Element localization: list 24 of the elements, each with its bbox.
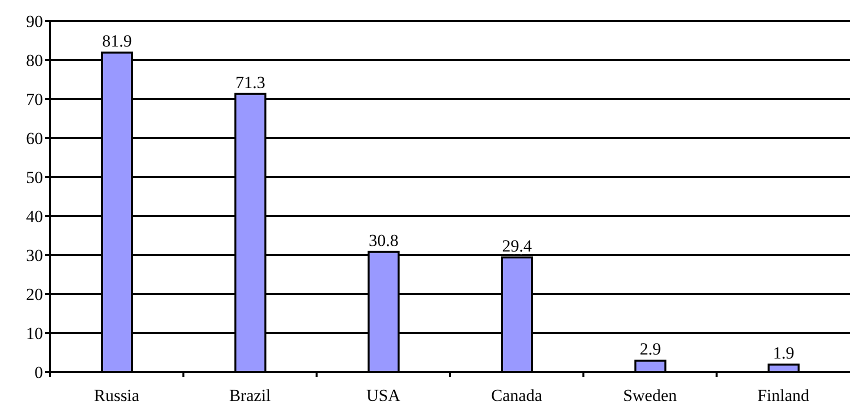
x-tick-label: Finland — [757, 386, 810, 405]
x-tick-label: Sweden — [623, 386, 678, 405]
y-tick-label: 90 — [26, 12, 43, 32]
y-tick-label: 0 — [34, 363, 43, 382]
y-tick-label: 40 — [26, 207, 43, 226]
y-tick-label: 70 — [26, 90, 43, 110]
data-label: 1.9 — [773, 344, 794, 363]
x-tick-label: Canada — [491, 386, 543, 405]
y-tick-label: 80 — [26, 51, 43, 70]
y-tick-label: 60 — [26, 129, 43, 148]
bar — [634, 360, 666, 372]
y-tick-label: 50 — [26, 168, 43, 188]
data-label: 2.9 — [640, 340, 661, 359]
bar — [768, 364, 800, 372]
data-label: 81.9 — [102, 32, 132, 51]
y-tick-label: 20 — [26, 285, 43, 304]
data-label: 29.4 — [502, 236, 532, 256]
x-tick-label: Russia — [94, 386, 140, 405]
x-tick-label: Brazil — [229, 386, 272, 405]
data-label: 30.8 — [368, 230, 399, 250]
data-label: 71.3 — [235, 72, 266, 92]
y-tick-label: 30 — [26, 246, 43, 266]
x-tick-label: USA — [366, 386, 402, 405]
y-tick-label: 10 — [26, 324, 43, 344]
